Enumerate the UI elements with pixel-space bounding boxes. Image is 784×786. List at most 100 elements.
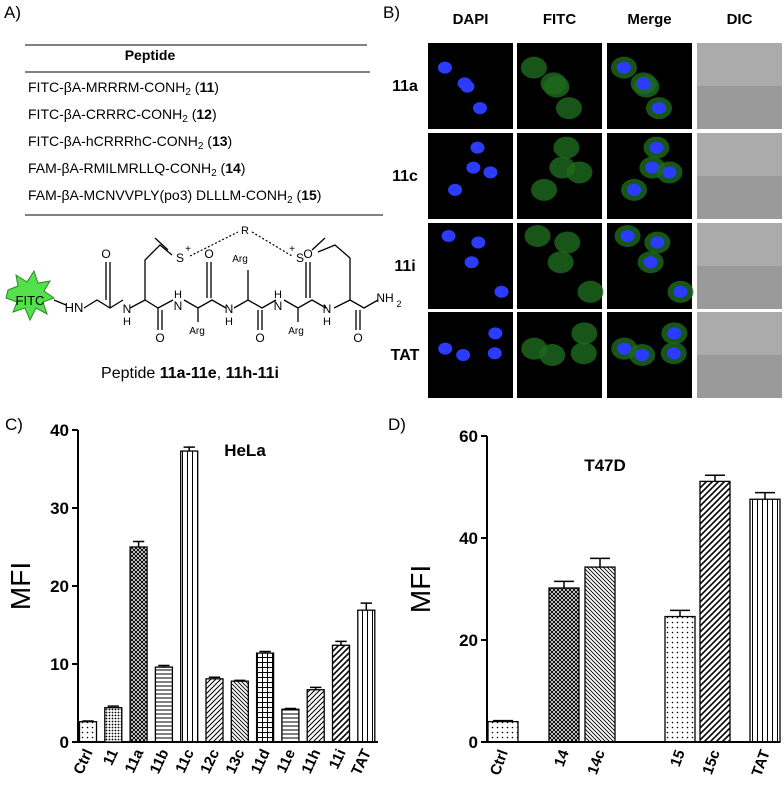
y-tick-label: 40 bbox=[459, 529, 478, 548]
error-bar bbox=[158, 664, 170, 668]
bar bbox=[749, 498, 781, 743]
bar bbox=[180, 450, 199, 743]
bar bbox=[357, 609, 376, 743]
structure-label: N bbox=[123, 302, 132, 316]
bar bbox=[664, 615, 696, 743]
x-tick-label: 11b bbox=[147, 747, 173, 777]
nucleus bbox=[441, 230, 456, 243]
row-part: ( bbox=[191, 79, 200, 95]
structure-caption: Peptide 11a-11e, 11h-11i bbox=[101, 365, 279, 382]
y-axis-label: MFI bbox=[405, 565, 436, 613]
row-part: FITC-βA-MRRRM-CONH bbox=[28, 79, 185, 95]
bar bbox=[306, 689, 325, 743]
column-header: DIC bbox=[727, 11, 753, 28]
nucleus bbox=[464, 256, 479, 269]
structure-label: O bbox=[303, 247, 312, 261]
error-bar bbox=[755, 491, 775, 500]
structure-label: O bbox=[101, 247, 110, 261]
row-part: ( bbox=[217, 160, 226, 176]
structure-label: Arg bbox=[288, 326, 304, 337]
structure-label: FITC bbox=[16, 293, 45, 308]
x-tick-label: 11e bbox=[273, 747, 299, 776]
row-part: 15 bbox=[301, 187, 317, 203]
bar bbox=[104, 707, 123, 743]
row-part: ) bbox=[228, 133, 233, 149]
column-header: Merge bbox=[627, 11, 671, 28]
bond bbox=[129, 244, 174, 330]
structure-label: NH bbox=[376, 291, 393, 305]
structure-label: N bbox=[174, 299, 183, 313]
cytoplasm bbox=[531, 178, 558, 201]
error-bar bbox=[335, 640, 347, 646]
bar bbox=[129, 546, 148, 743]
x-tick-label: 11h bbox=[298, 747, 324, 777]
y-axis-label: MFI bbox=[5, 562, 36, 610]
row-part: ) bbox=[214, 79, 219, 95]
nucleus bbox=[617, 342, 632, 355]
row-part: FAM-βA-MCNVVPLY(po3) DLLLM-CONH bbox=[28, 187, 287, 203]
error-bar bbox=[208, 676, 221, 679]
nucleus bbox=[643, 256, 658, 269]
error-bar bbox=[284, 707, 297, 710]
dic-shade bbox=[697, 223, 782, 266]
error-bar bbox=[554, 580, 574, 588]
structure-label: H bbox=[225, 316, 233, 328]
structure-label: H bbox=[274, 289, 282, 301]
row-part: FAM-βA-RMILMRLLQ-CONH bbox=[28, 160, 211, 176]
cytoplasm bbox=[540, 72, 567, 95]
panel-label: B) bbox=[383, 3, 400, 22]
structure-label: H bbox=[323, 316, 331, 328]
table-row: FITC-βA-CRRRC-CONH2 (12) bbox=[28, 106, 217, 125]
row-part: 2 bbox=[198, 141, 204, 152]
x-tick-label: TAT bbox=[348, 747, 375, 779]
bar bbox=[281, 708, 300, 743]
micrograph bbox=[428, 133, 513, 219]
structure-label: N bbox=[225, 302, 234, 316]
nucleus bbox=[466, 161, 481, 174]
bar bbox=[78, 721, 98, 743]
structure-label: S bbox=[296, 251, 304, 265]
row-label: TAT bbox=[391, 347, 420, 364]
row-part: 2 bbox=[211, 168, 217, 179]
x-tick-label: 13c bbox=[222, 747, 248, 777]
bar bbox=[331, 644, 351, 743]
bond bbox=[83, 262, 124, 309]
cytoplasm bbox=[571, 322, 598, 345]
y-tick-label: 0 bbox=[60, 733, 69, 752]
nucleus bbox=[650, 236, 665, 249]
bar bbox=[699, 480, 731, 743]
x-tick-label: 14 bbox=[551, 747, 573, 769]
row-part: 12 bbox=[196, 106, 212, 122]
bar bbox=[230, 680, 249, 743]
bar bbox=[548, 587, 580, 743]
x-tick-label: 11a bbox=[122, 746, 148, 776]
row-part: ) bbox=[317, 187, 322, 203]
error-bar bbox=[310, 686, 322, 690]
structure-label: + bbox=[289, 244, 295, 255]
row-label: 11i bbox=[394, 258, 415, 275]
structure-label: Arg bbox=[189, 326, 205, 337]
error-bar bbox=[234, 679, 246, 682]
cytoplasm bbox=[547, 251, 574, 274]
cytoplasm bbox=[555, 97, 582, 120]
table-header: Peptide bbox=[125, 47, 176, 63]
bond bbox=[183, 262, 227, 322]
nucleus bbox=[666, 347, 681, 360]
row-label: 11c bbox=[392, 168, 418, 185]
x-tick-label: 14c bbox=[584, 748, 609, 777]
y-tick-label: 0 bbox=[469, 733, 478, 752]
row-part: FITC-βA-hCRRRhC-CONH bbox=[28, 133, 198, 149]
nucleus bbox=[649, 141, 664, 154]
bond bbox=[317, 244, 379, 330]
x-tick-label: 15c bbox=[699, 748, 724, 777]
nucleus bbox=[438, 342, 453, 355]
row-label: 11a bbox=[392, 78, 418, 95]
table-row: FITC-βA-MRRRM-CONH2 (11) bbox=[28, 79, 219, 98]
row-part: ( bbox=[188, 106, 197, 122]
error-bar bbox=[705, 474, 725, 482]
row-part: ( bbox=[203, 133, 212, 149]
table-row: FAM-βA-MCNVVPLY(po3) DLLLM-CONH2 (15) bbox=[28, 187, 321, 206]
structure-label: H bbox=[123, 316, 131, 328]
